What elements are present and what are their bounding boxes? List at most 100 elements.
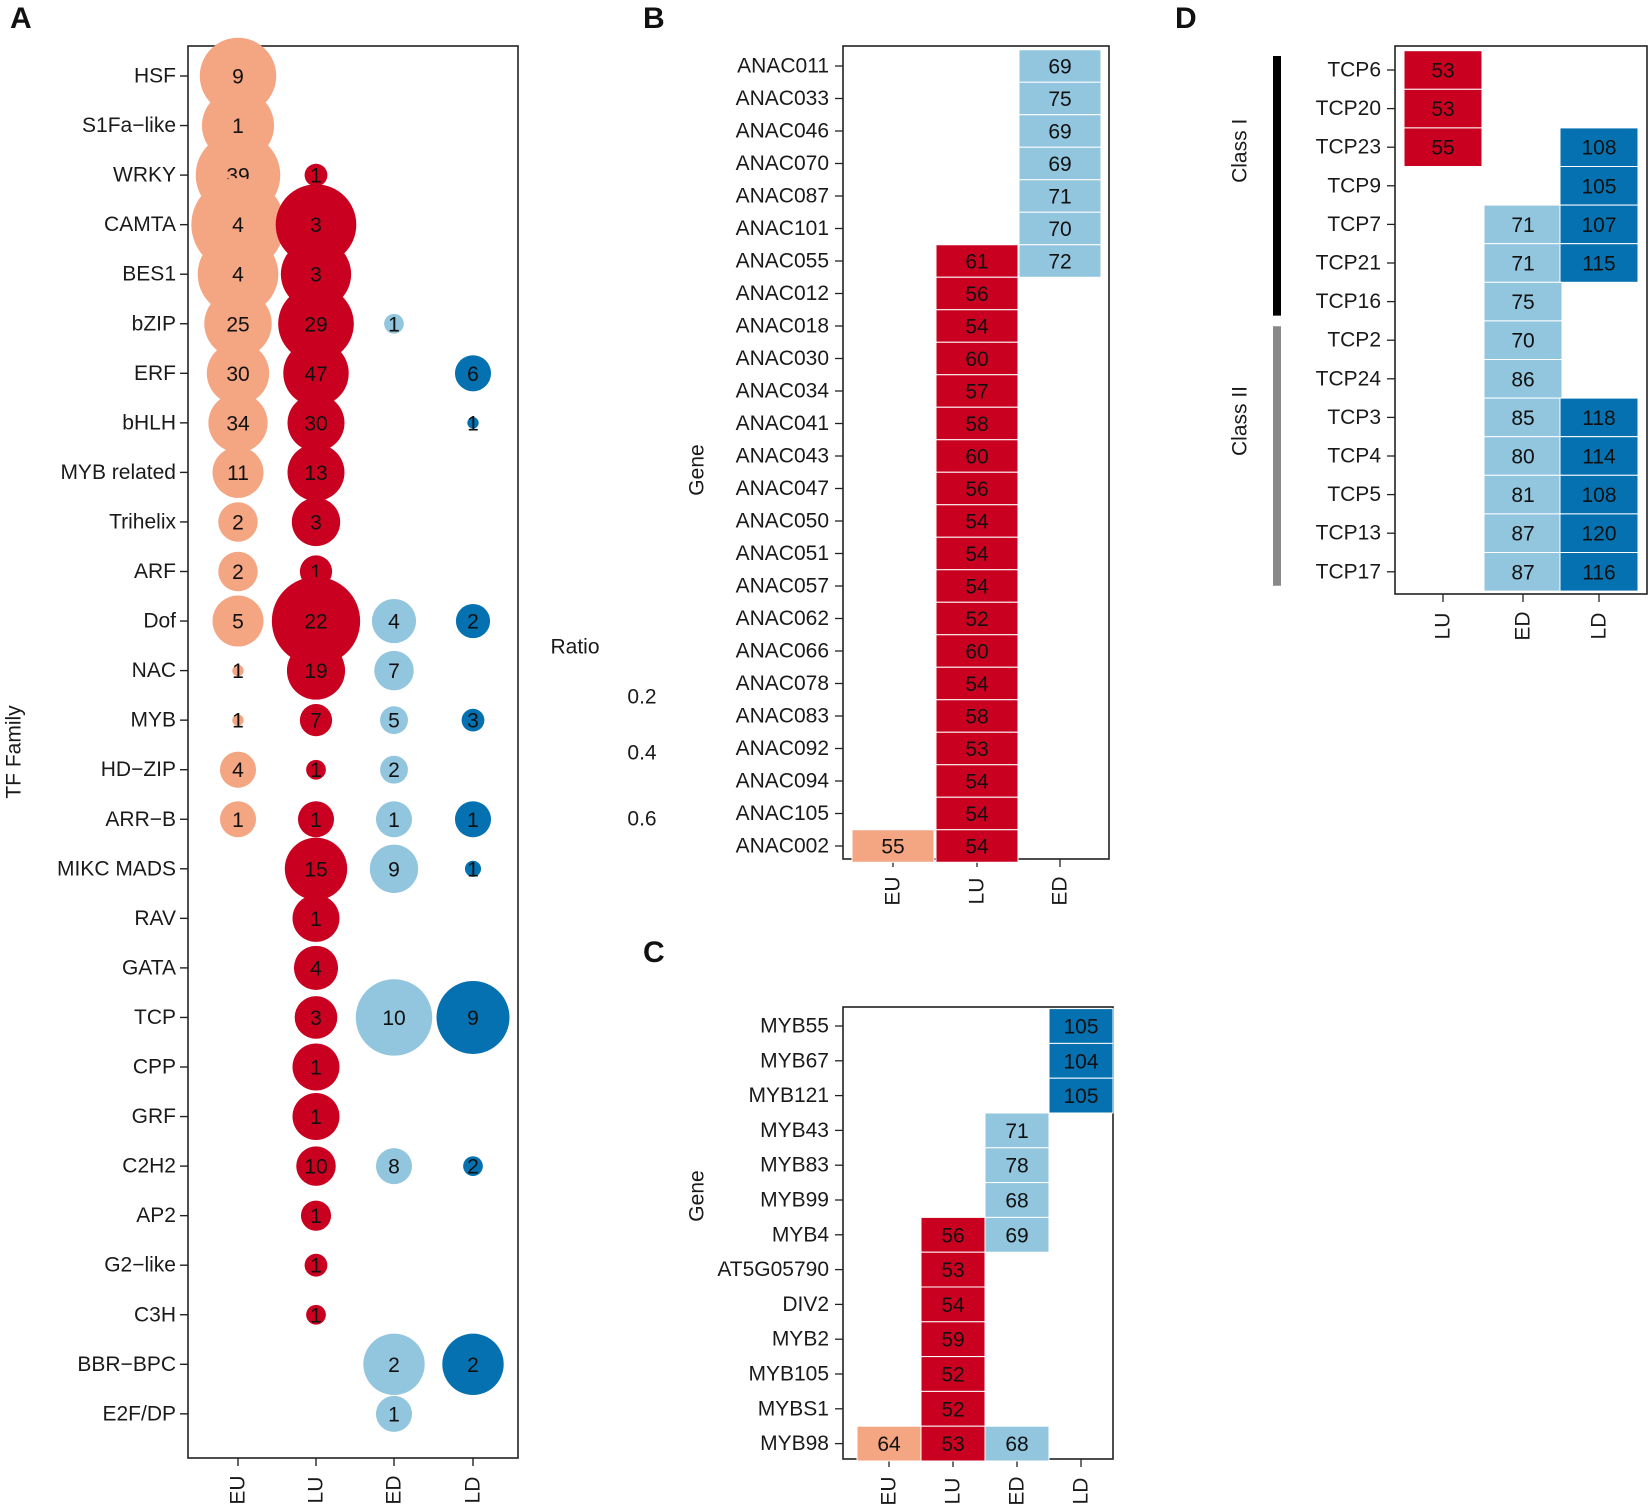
cell-lu-anac051 (935, 536, 1019, 571)
y-tick-label-anac011: ANAC011 (737, 55, 829, 78)
panel-a-frame (187, 45, 519, 1459)
cell-label-ld-myb121: 105 (1063, 1085, 1098, 1108)
bubble-ed-bbr-bpc (363, 1333, 425, 1395)
bubble-label-ed-tcp: 10 (382, 1007, 405, 1030)
cell-label-ed-anac046: 69 (1048, 121, 1071, 144)
bubble-label-lu-grf: 1 (310, 1106, 322, 1129)
bubble-lu-mikc-mads (284, 837, 348, 901)
y-tick-label-arf: ARF (134, 560, 176, 583)
bubble-label-eu-arf: 2 (232, 561, 244, 584)
bubble-label-eu-bhlh: 34 (226, 412, 250, 435)
bubble-label-lu-mikc-mads: 15 (304, 858, 327, 881)
bubble-label-lu-g2-like: 1 (310, 1255, 322, 1278)
bubble-label-ld-erf: 6 (467, 363, 479, 386)
bubble-lu-trihelix (291, 497, 341, 547)
bubble-label-lu-erf: 47 (304, 363, 327, 386)
y-tick-label-anac066: ANAC066 (736, 640, 829, 663)
panel-letter-d: D (1175, 2, 1197, 35)
x-tick-label-lu: LU (305, 1477, 328, 1504)
cell-label-ed-tcp3: 85 (1511, 407, 1534, 430)
y-tick-label-tcp9: TCP9 (1327, 174, 1381, 197)
y-tick-label-g2-like: G2−like (104, 1254, 176, 1277)
bubble-label-eu-hd-zip: 4 (232, 759, 244, 782)
y-tick-label-mybs1: MYBS1 (758, 1397, 829, 1420)
y-tick-label-myb121: MYB121 (748, 1084, 829, 1107)
bubble-lu-dof (271, 576, 361, 666)
y-tick-label-anac087: ANAC087 (736, 185, 829, 208)
bubble-lu-c3h (306, 1304, 326, 1325)
bubble-label-eu-erf: 30 (226, 363, 249, 386)
panel-b-nac-heatmap: ANAC011 ANAC033 ANAC046 ANAC070 ANAC087 ANAC1… (686, 45, 1110, 906)
y-tick-label-gata: GATA (122, 956, 176, 979)
bubble-ed-bzip (384, 313, 404, 334)
x-tick-label-c-lu: LU (942, 1478, 965, 1505)
cell-ed-anac055 (1018, 244, 1102, 278)
bubble-lu-c2h2 (296, 1146, 336, 1186)
y-tick-label-tcp4: TCP4 (1327, 445, 1381, 468)
cell-ed-tcp13 (1483, 513, 1563, 554)
bubble-eu-hd-zip (219, 751, 257, 788)
cell-eu-myb98 (856, 1425, 922, 1462)
y-tick-label-anac083: ANAC083 (736, 705, 829, 728)
group-label-class-i: Class I (1229, 119, 1252, 183)
cell-lu-tcp20 (1403, 88, 1483, 129)
cell-lu-mybs1 (920, 1390, 986, 1427)
cell-lu-anac062 (935, 601, 1019, 636)
cell-label-ed-myb4: 69 (1005, 1224, 1028, 1247)
panel-letter-c: C (643, 936, 665, 969)
bubble-label-lu-rav: 1 (310, 908, 322, 931)
bubble-ed-nac (374, 650, 414, 691)
group-label-class-ii: Class II (1229, 386, 1252, 456)
panel-letter-b: B (643, 2, 665, 35)
y-tick-label-hsf: HSF (134, 65, 176, 88)
bubble-label-eu-trihelix: 2 (232, 511, 244, 534)
cell-label-lu-tcp6: 53 (1431, 60, 1454, 83)
cell-label-ed-myb83: 78 (1005, 1155, 1028, 1178)
cell-ed-myb4 (984, 1216, 1050, 1253)
y-tick-label-anac043: ANAC043 (736, 445, 829, 468)
cell-label-lu-anac012: 56 (965, 283, 988, 306)
bubble-ed-hd-zip (380, 755, 408, 784)
cell-label-lu-anac002: 54 (965, 836, 989, 859)
cell-label-ed-anac033: 75 (1048, 88, 1071, 111)
cell-lu-anac043 (935, 439, 1019, 473)
bubble-eu-erf (206, 342, 270, 405)
y-tick-label-anac070: ANAC070 (736, 152, 829, 175)
y-tick-label-anac078: ANAC078 (736, 672, 829, 695)
cell-ld-tcp3 (1559, 397, 1639, 438)
bubble-ed-arr-b (375, 801, 413, 838)
cell-lu-myb4 (920, 1216, 986, 1253)
bubble-lu-g2-like (304, 1253, 328, 1277)
cell-label-lu-anac094: 54 (965, 771, 989, 794)
y-tick-label-myb55: MYB55 (760, 1015, 829, 1038)
cell-lu-myb98 (920, 1425, 986, 1462)
bubble-label-ld-dof: 2 (467, 611, 479, 634)
cell-ed-myb99 (984, 1182, 1050, 1218)
x-tick-label-b-lu: LU (966, 878, 989, 905)
bubble-lu-hd-zip (306, 759, 326, 780)
bubble-label-ld-myb: 3 (467, 710, 479, 733)
cell-ld-tcp21 (1559, 243, 1639, 283)
bubble-label-eu-s1fa-like: 1 (232, 115, 244, 138)
cell-ed-tcp2 (1483, 320, 1563, 360)
cell-label-ed-tcp4: 80 (1511, 446, 1534, 469)
cell-label-ed-tcp16: 75 (1511, 291, 1534, 314)
cell-label-ld-tcp21: 115 (1582, 253, 1615, 276)
bubble-eu-arf (218, 551, 258, 592)
bubble-label-lu-bhlh: 30 (304, 412, 327, 435)
cell-label-lu-anac078: 54 (965, 673, 989, 696)
cell-label-lu-tcp20: 53 (1431, 98, 1454, 121)
cell-lu-anac066 (935, 634, 1019, 668)
cell-label-lu-myb98: 53 (941, 1433, 964, 1456)
x-tick-label-c-ed: ED (1006, 1476, 1029, 1505)
bubble-label-lu-myb-related: 13 (304, 462, 327, 485)
bubble-label-lu-c2h2: 10 (304, 1156, 327, 1179)
bubble-ld-c2h2 (463, 1156, 483, 1176)
cell-label-lu-anac066: 60 (965, 641, 988, 664)
y-tick-label-tcp24: TCP24 (1316, 367, 1382, 390)
cell-ld-tcp5 (1559, 474, 1639, 515)
x-tick-label-ed: ED (383, 1475, 406, 1504)
bubble-ed-myb (380, 706, 408, 735)
cell-label-lu-myb2: 59 (941, 1329, 964, 1352)
bubble-lu-bzip (278, 285, 354, 362)
